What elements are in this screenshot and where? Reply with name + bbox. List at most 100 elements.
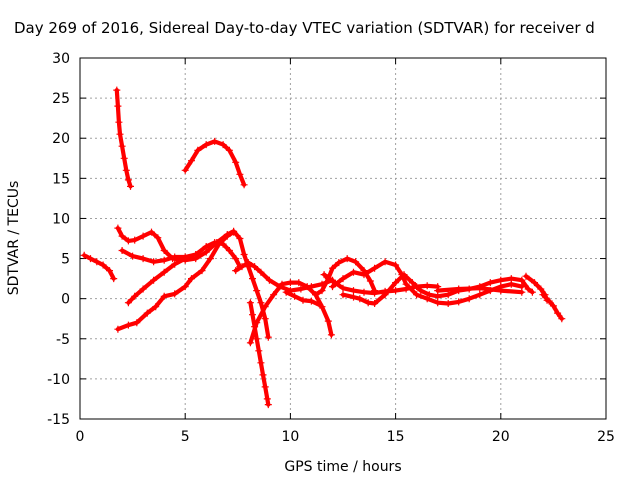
x-tick-label: 10 — [281, 429, 299, 445]
series-arc-2 — [113, 86, 134, 190]
data-point-plus — [531, 279, 538, 287]
data-point-plus — [444, 291, 452, 299]
data-point-plus — [329, 283, 336, 291]
data-point-plus — [528, 288, 536, 296]
data-point-plus — [434, 299, 442, 307]
series-arc-18 — [539, 291, 566, 323]
data-point-plus — [150, 276, 158, 284]
y-tick-label: 15 — [52, 171, 70, 187]
data-point-plus — [80, 251, 88, 259]
y-tick-label: 30 — [52, 51, 70, 67]
data-point-plus — [329, 264, 336, 272]
data-point-plus — [360, 271, 368, 279]
data-point-plus — [113, 86, 121, 94]
data-point-plus — [194, 146, 202, 154]
data-point-plus — [160, 256, 168, 264]
data-point-plus — [87, 255, 94, 263]
data-point-plus — [171, 260, 179, 268]
data-point-plus — [131, 292, 139, 300]
data-point-plus — [381, 258, 389, 266]
data-point-plus — [240, 181, 248, 189]
data-point-plus — [171, 290, 179, 298]
data-point-plus — [537, 285, 545, 293]
data-point-plus — [539, 291, 547, 299]
data-point-plus — [253, 319, 261, 327]
plot-frame — [79, 57, 607, 420]
data-point-plus — [211, 239, 219, 246]
data-point-plus — [143, 309, 151, 317]
data-point-plus — [246, 299, 254, 307]
series-trace — [313, 256, 377, 297]
data-point-plus — [264, 333, 272, 341]
data-point-plus — [371, 289, 379, 297]
data-point-plus — [303, 283, 311, 291]
data-point-plus — [181, 255, 189, 263]
data-point-plus — [124, 299, 132, 307]
data-point-plus — [455, 298, 463, 306]
data-point-plus — [518, 276, 526, 284]
axis-ticks: 0 5 10 15 20 25 -15 -10 -5 0 5 10 15 20 25 30 — [47, 51, 615, 445]
x-tick-label: 20 — [492, 429, 510, 445]
data-point-plus — [408, 279, 416, 287]
data-point-plus — [181, 166, 189, 174]
data-point-plus — [282, 288, 290, 296]
data-point-plus — [318, 287, 326, 295]
data-point-plus — [230, 228, 238, 236]
data-point-plus — [371, 264, 379, 272]
series-trace — [248, 300, 271, 407]
y-tick-label: 20 — [52, 131, 70, 147]
data-point-plus — [286, 279, 294, 287]
data-point-plus — [339, 291, 347, 299]
chart-title: Day 269 of 2016, Sidereal Day-to-day VTE… — [14, 19, 595, 37]
series-trace — [540, 292, 564, 321]
data-point-plus — [246, 339, 254, 347]
series-arc-9 — [246, 299, 272, 409]
data-point-plus — [139, 232, 147, 240]
series-trace — [115, 230, 236, 332]
data-point-plus — [423, 282, 431, 290]
data-point-plus — [232, 267, 240, 275]
series-trace — [183, 139, 247, 187]
data-point-plus — [238, 263, 246, 271]
data-point-plus — [261, 303, 269, 311]
data-point-plus — [295, 279, 303, 287]
series-trace — [114, 88, 133, 189]
data-point-plus — [476, 284, 484, 292]
data-point-plus — [425, 291, 433, 299]
data-point-plus — [240, 251, 248, 258]
data-point-plus — [324, 317, 332, 325]
data-point-plus — [118, 247, 126, 254]
data-point-plus — [160, 268, 168, 276]
data-point-plus — [320, 271, 328, 279]
data-point-plus — [99, 261, 107, 269]
data-point-plus — [139, 255, 147, 263]
data-point-plus — [118, 232, 126, 240]
data-point-plus — [236, 235, 244, 242]
data-point-plus — [343, 255, 351, 263]
data-point-plus — [278, 280, 286, 288]
y-tick-label: 0 — [61, 292, 70, 308]
data-point-plus — [476, 291, 484, 299]
data-point-plus — [244, 259, 252, 267]
data-point-plus — [202, 243, 210, 250]
data-point-plus — [339, 275, 347, 283]
data-point-plus — [257, 299, 265, 307]
data-point-plus — [232, 255, 240, 263]
data-point-plus — [261, 315, 269, 323]
data-point-plus — [270, 291, 278, 299]
data-point-plus — [249, 275, 256, 283]
series-arc-1 — [80, 251, 118, 283]
data-point-plus — [316, 301, 324, 309]
data-point-plus — [545, 297, 553, 305]
y-tick-label: 5 — [61, 252, 70, 268]
data-point-plus — [455, 285, 463, 293]
data-point-plus — [223, 232, 231, 240]
data-point-plus — [297, 285, 305, 293]
data-point-plus — [261, 383, 269, 391]
data-point-plus — [392, 279, 400, 287]
data-point-plus — [152, 303, 160, 311]
data-point-plus — [263, 395, 271, 403]
data-point-plus — [114, 224, 122, 232]
data-point-plus — [522, 272, 530, 280]
